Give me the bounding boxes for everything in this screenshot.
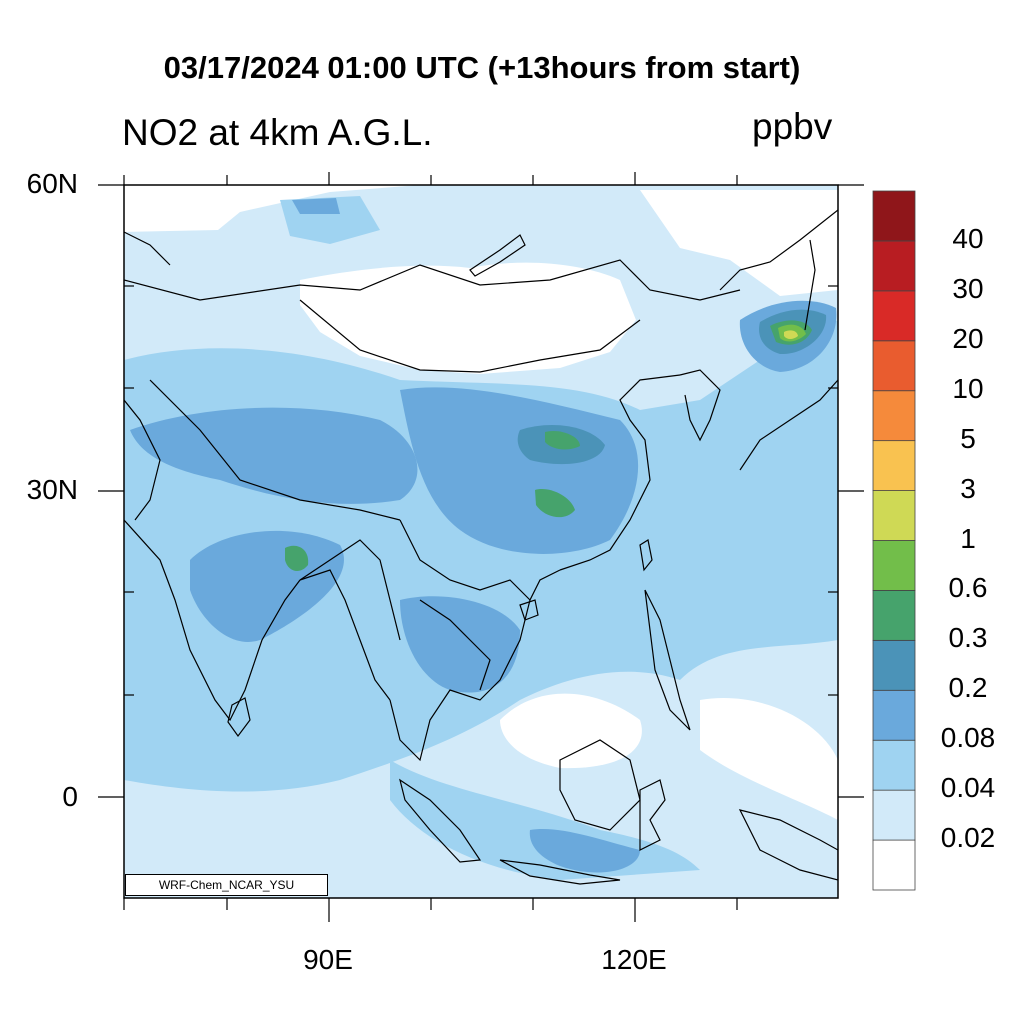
field-low-scs [500,693,642,769]
lat-label-30n: 30N [26,474,78,505]
border-pakistan [124,399,161,521]
colorbar-box [872,639,916,691]
field-label: NO2 at 4km A.G.L. [122,112,433,153]
colorbar-box [872,390,916,442]
island-sulawesi [639,779,666,851]
coastline-bay-bengal [299,569,391,701]
field-band-yellow [784,330,798,339]
border-china-north [124,259,741,301]
coastline-indochina [389,569,561,762]
colorbar-box [872,689,916,741]
colorbar-box [872,440,916,491]
colorbar-label: 0.3 [948,622,988,654]
colorbar-box [872,240,916,292]
lon-label-90e: 90E [303,944,353,975]
field-band-mid-indochina [400,596,520,693]
colorbar-label: 20 [952,322,984,354]
lake-baikal [469,234,526,277]
lat-label-60n: 60N [26,168,78,199]
colorbar-label: 1 [960,522,976,554]
coastline-china [559,374,681,571]
field-low-north [300,262,636,374]
colorbar-box [872,490,916,541]
colorbar-label: 30 [952,272,984,304]
border-southeast-asia [399,519,531,601]
coastlines [124,209,838,885]
map-title: 03/17/2024 01:00 UTC (+13hours from star… [163,50,801,85]
colorbar-box [872,290,916,342]
border-indochina-inner [419,599,491,691]
field-low-mongolia [124,185,420,232]
coastline-japan [739,379,838,471]
colorbar-label: 0.2 [948,672,988,704]
island-java [499,859,621,885]
border-bangladesh-myanmar [299,539,401,641]
island-taiwan [639,539,653,572]
border-himalaya [149,379,401,521]
field-band-mid-top [292,198,340,214]
colorbar-label: 0.02 [940,822,996,854]
colorbar-box [872,190,916,242]
colorbar-box [872,839,916,891]
island-hainan [519,599,539,621]
colorbar-label: 0.6 [948,572,988,604]
colorbar-box [872,540,916,591]
map-frame [123,184,839,899]
coastline-korea [679,369,721,442]
axis-ticks [98,172,864,922]
colorbar-label: 3 [960,472,976,504]
colorbar-box [872,789,916,841]
field-band-green-1 [285,545,309,572]
colorbar-box [872,590,916,641]
colorbar-label: 10 [952,372,984,404]
colorbar-label: 0.08 [940,722,996,754]
colorbar-label: 0.04 [940,772,996,804]
field-low-pacific [700,698,838,820]
colorbar-label: 5 [960,422,976,454]
field-band-green-2 [535,489,575,518]
island-new-guinea [738,809,838,881]
island-borneo [559,739,641,831]
colorbar-box [872,340,916,392]
island-philippines [644,589,691,731]
field-low-northeast [640,190,838,296]
colorbar [872,190,916,891]
lat-label-0: 0 [62,781,78,812]
colorbar-box [872,739,916,791]
island-sumatra [399,778,482,863]
field-band-mid-java [529,829,640,873]
lon-label-120e: 120E [601,944,667,975]
island-sakhalin [804,239,816,331]
island-sri-lanka [227,697,251,738]
coastline-caspian [124,231,171,266]
colorbar-label: 40 [952,222,984,254]
coastline-india [124,519,301,722]
field-band-green-3 [545,430,580,450]
model-credit: WRF-Chem_NCAR_YSU [125,874,328,896]
units-label: ppbv [752,106,833,147]
border-mongolia-south [299,299,641,373]
no2-field [124,185,838,898]
coastline-russia-east [719,209,838,291]
